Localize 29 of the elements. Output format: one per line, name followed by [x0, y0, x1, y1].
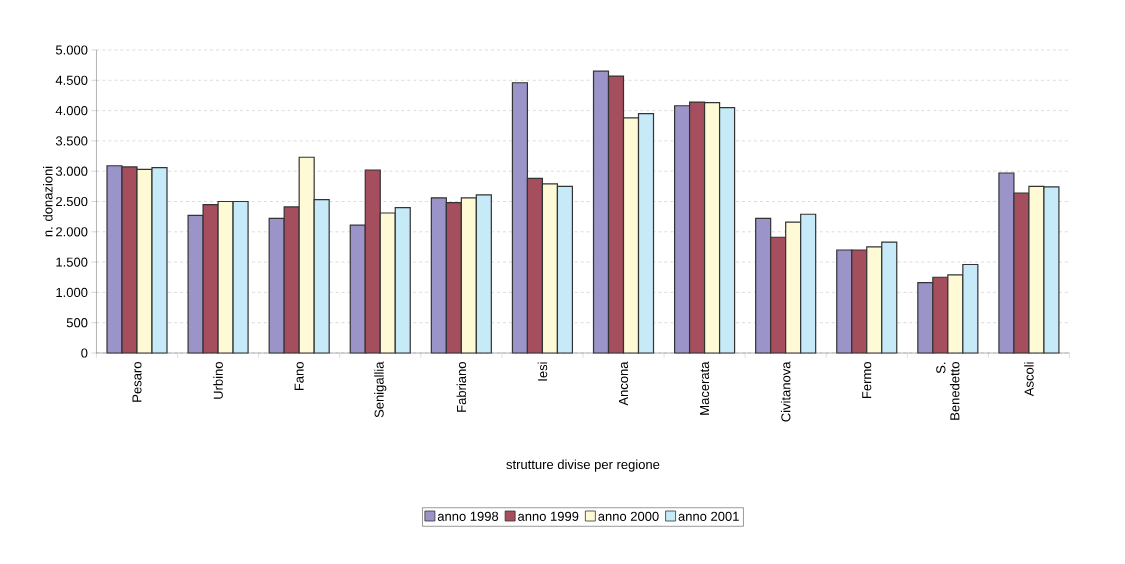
legend-label: anno 2001 [678, 511, 739, 521]
y-tick-label: 0 [81, 348, 88, 358]
legend-label: anno 2000 [598, 511, 659, 521]
legend-label: anno 1998 [437, 511, 499, 521]
x-tick-label: Pesaro [132, 362, 142, 402]
y-tick-label: 1.500 [56, 257, 88, 267]
y-tick-label: 3.000 [55, 166, 88, 176]
x-tick-label: Ascoli [1024, 362, 1034, 397]
x-tick-label: Fabriano [456, 362, 467, 412]
x-tick-label: Macerata [700, 361, 710, 415]
x-tick-label: Senigallia [374, 361, 387, 418]
y-tick-label: 2.000 [56, 227, 88, 237]
y-tick-label: 4.000 [55, 106, 88, 116]
y-tick-label: 2.500 [56, 196, 88, 207]
y-tick-label: 5.000 [55, 45, 88, 55]
x-tick-label: Ancona [618, 361, 629, 406]
x-tick-label: Iesi [537, 362, 548, 381]
x-tick-label: Fermo [862, 362, 872, 399]
x-tick-label: Urbino [213, 362, 223, 399]
x-tick-label: Civitanova [780, 361, 791, 422]
x-tick-label: S. Benedetto [936, 362, 960, 420]
y-axis-title: n. donazioni [43, 166, 53, 237]
y-tick-label: 4.500 [55, 75, 88, 85]
x-tick-label: Fano [294, 362, 304, 391]
y-tick-label: 500 [66, 318, 88, 328]
x-axis-title: strutture divise per regione [506, 459, 660, 472]
legend-label: anno 1999 [518, 511, 579, 521]
y-tick-label: 3.500 [55, 136, 88, 146]
y-tick-label: 1.000 [56, 287, 88, 297]
